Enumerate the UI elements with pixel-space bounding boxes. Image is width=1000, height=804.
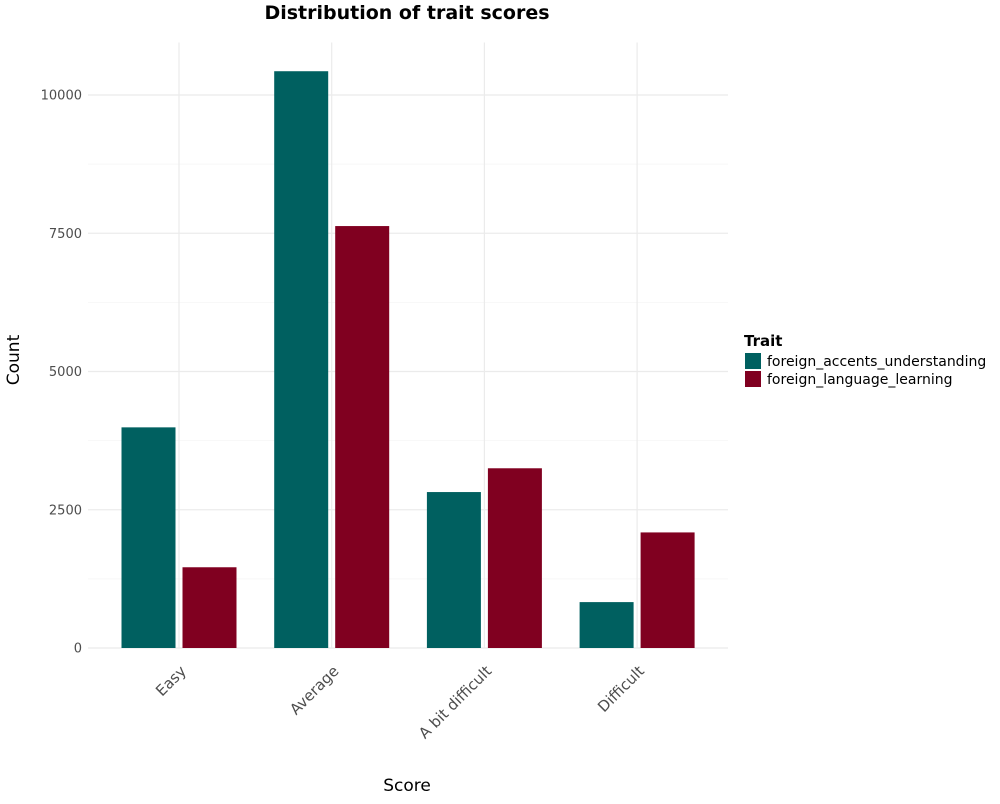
bar	[121, 427, 176, 648]
bar	[579, 602, 634, 648]
x-axis-title: Score	[383, 776, 431, 796]
y-tick-label: 2500	[49, 503, 82, 518]
x-tick-label: A bit difficult	[415, 662, 495, 742]
y-tick-label: 5000	[49, 365, 82, 380]
y-axis-title: Count	[4, 334, 24, 385]
legend: Trait foreign_accents_understandingforei…	[744, 332, 986, 388]
bar	[426, 492, 481, 648]
grid	[88, 42, 728, 649]
legend-title: Trait	[744, 332, 782, 350]
y-tick-label: 10000	[41, 89, 82, 104]
bars	[121, 71, 695, 648]
bar	[335, 226, 390, 648]
bar	[274, 71, 329, 648]
x-tick-label: Difficult	[594, 662, 648, 716]
x-tick-label: Easy	[152, 662, 190, 700]
x-tick-label: Average	[286, 662, 342, 718]
legend-swatch	[745, 353, 761, 369]
chart-title: Distribution of trait scores	[264, 2, 549, 24]
legend-swatch	[745, 371, 761, 387]
legend-label: foreign_accents_understanding	[767, 354, 986, 370]
bar	[640, 532, 695, 648]
x-axis: Easy Average A bit difficult Difficult	[152, 662, 648, 742]
bar	[487, 468, 542, 648]
y-tick-label: 7500	[49, 227, 82, 242]
legend-label: foreign_language_learning	[767, 372, 953, 388]
bar	[182, 567, 237, 648]
y-tick-label: 0	[74, 642, 82, 657]
y-axis: 0 2500 5000 7500 10000	[41, 89, 82, 657]
legend-items: foreign_accents_understanding foreign_lan…	[745, 353, 986, 388]
